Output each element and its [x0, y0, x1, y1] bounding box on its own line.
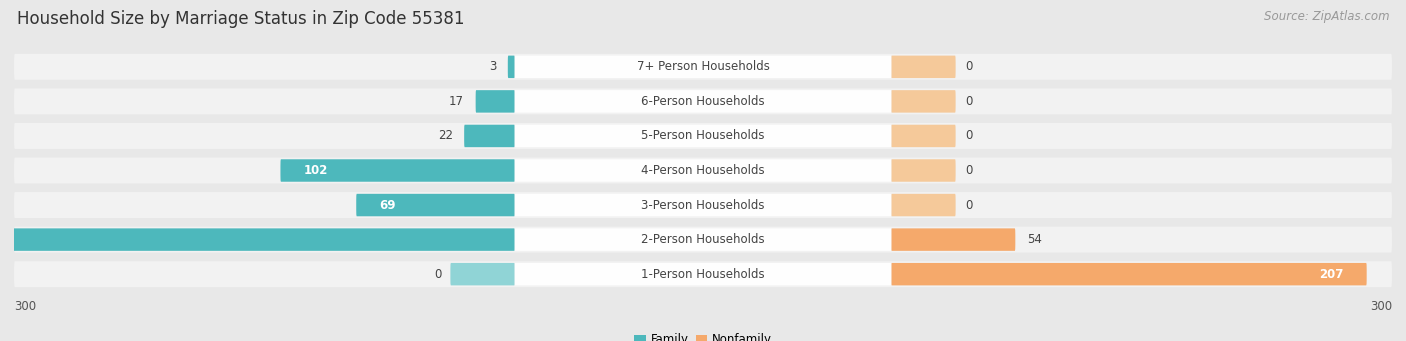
- Text: 4-Person Households: 4-Person Households: [641, 164, 765, 177]
- FancyBboxPatch shape: [450, 263, 515, 285]
- FancyBboxPatch shape: [14, 123, 1392, 149]
- Text: 3-Person Households: 3-Person Households: [641, 198, 765, 211]
- FancyBboxPatch shape: [891, 159, 956, 182]
- FancyBboxPatch shape: [14, 88, 1392, 114]
- FancyBboxPatch shape: [280, 159, 515, 182]
- FancyBboxPatch shape: [515, 263, 891, 285]
- Text: 17: 17: [449, 95, 464, 108]
- FancyBboxPatch shape: [891, 263, 1367, 285]
- FancyBboxPatch shape: [515, 194, 891, 216]
- FancyBboxPatch shape: [515, 56, 891, 78]
- Text: 6-Person Households: 6-Person Households: [641, 95, 765, 108]
- Legend: Family, Nonfamily: Family, Nonfamily: [630, 329, 776, 341]
- Text: 22: 22: [437, 130, 453, 143]
- FancyBboxPatch shape: [464, 125, 515, 147]
- Text: 300: 300: [14, 300, 37, 313]
- Text: 0: 0: [965, 95, 972, 108]
- FancyBboxPatch shape: [14, 261, 1392, 287]
- Text: 0: 0: [965, 130, 972, 143]
- FancyBboxPatch shape: [14, 192, 1392, 218]
- Text: 3: 3: [489, 60, 496, 73]
- Text: 0: 0: [965, 60, 972, 73]
- FancyBboxPatch shape: [515, 90, 891, 113]
- FancyBboxPatch shape: [0, 228, 515, 251]
- Text: 54: 54: [1026, 233, 1042, 246]
- FancyBboxPatch shape: [14, 54, 1392, 80]
- FancyBboxPatch shape: [891, 194, 956, 216]
- Text: 2-Person Households: 2-Person Households: [641, 233, 765, 246]
- Text: 5-Person Households: 5-Person Households: [641, 130, 765, 143]
- Text: 102: 102: [304, 164, 328, 177]
- FancyBboxPatch shape: [515, 159, 891, 182]
- FancyBboxPatch shape: [891, 125, 956, 147]
- FancyBboxPatch shape: [508, 56, 515, 78]
- Text: 207: 207: [1319, 268, 1344, 281]
- Text: 0: 0: [965, 164, 972, 177]
- FancyBboxPatch shape: [14, 158, 1392, 183]
- Text: 69: 69: [380, 198, 395, 211]
- Text: 0: 0: [434, 268, 441, 281]
- FancyBboxPatch shape: [515, 228, 891, 251]
- Text: 300: 300: [1369, 300, 1392, 313]
- FancyBboxPatch shape: [891, 90, 956, 113]
- FancyBboxPatch shape: [14, 227, 1392, 253]
- Text: Household Size by Marriage Status in Zip Code 55381: Household Size by Marriage Status in Zip…: [17, 10, 464, 28]
- Text: 7+ Person Households: 7+ Person Households: [637, 60, 769, 73]
- FancyBboxPatch shape: [356, 194, 515, 216]
- Text: Source: ZipAtlas.com: Source: ZipAtlas.com: [1264, 10, 1389, 23]
- FancyBboxPatch shape: [891, 56, 956, 78]
- FancyBboxPatch shape: [515, 125, 891, 147]
- FancyBboxPatch shape: [891, 228, 1015, 251]
- FancyBboxPatch shape: [475, 90, 515, 113]
- Text: 0: 0: [965, 198, 972, 211]
- Text: 1-Person Households: 1-Person Households: [641, 268, 765, 281]
